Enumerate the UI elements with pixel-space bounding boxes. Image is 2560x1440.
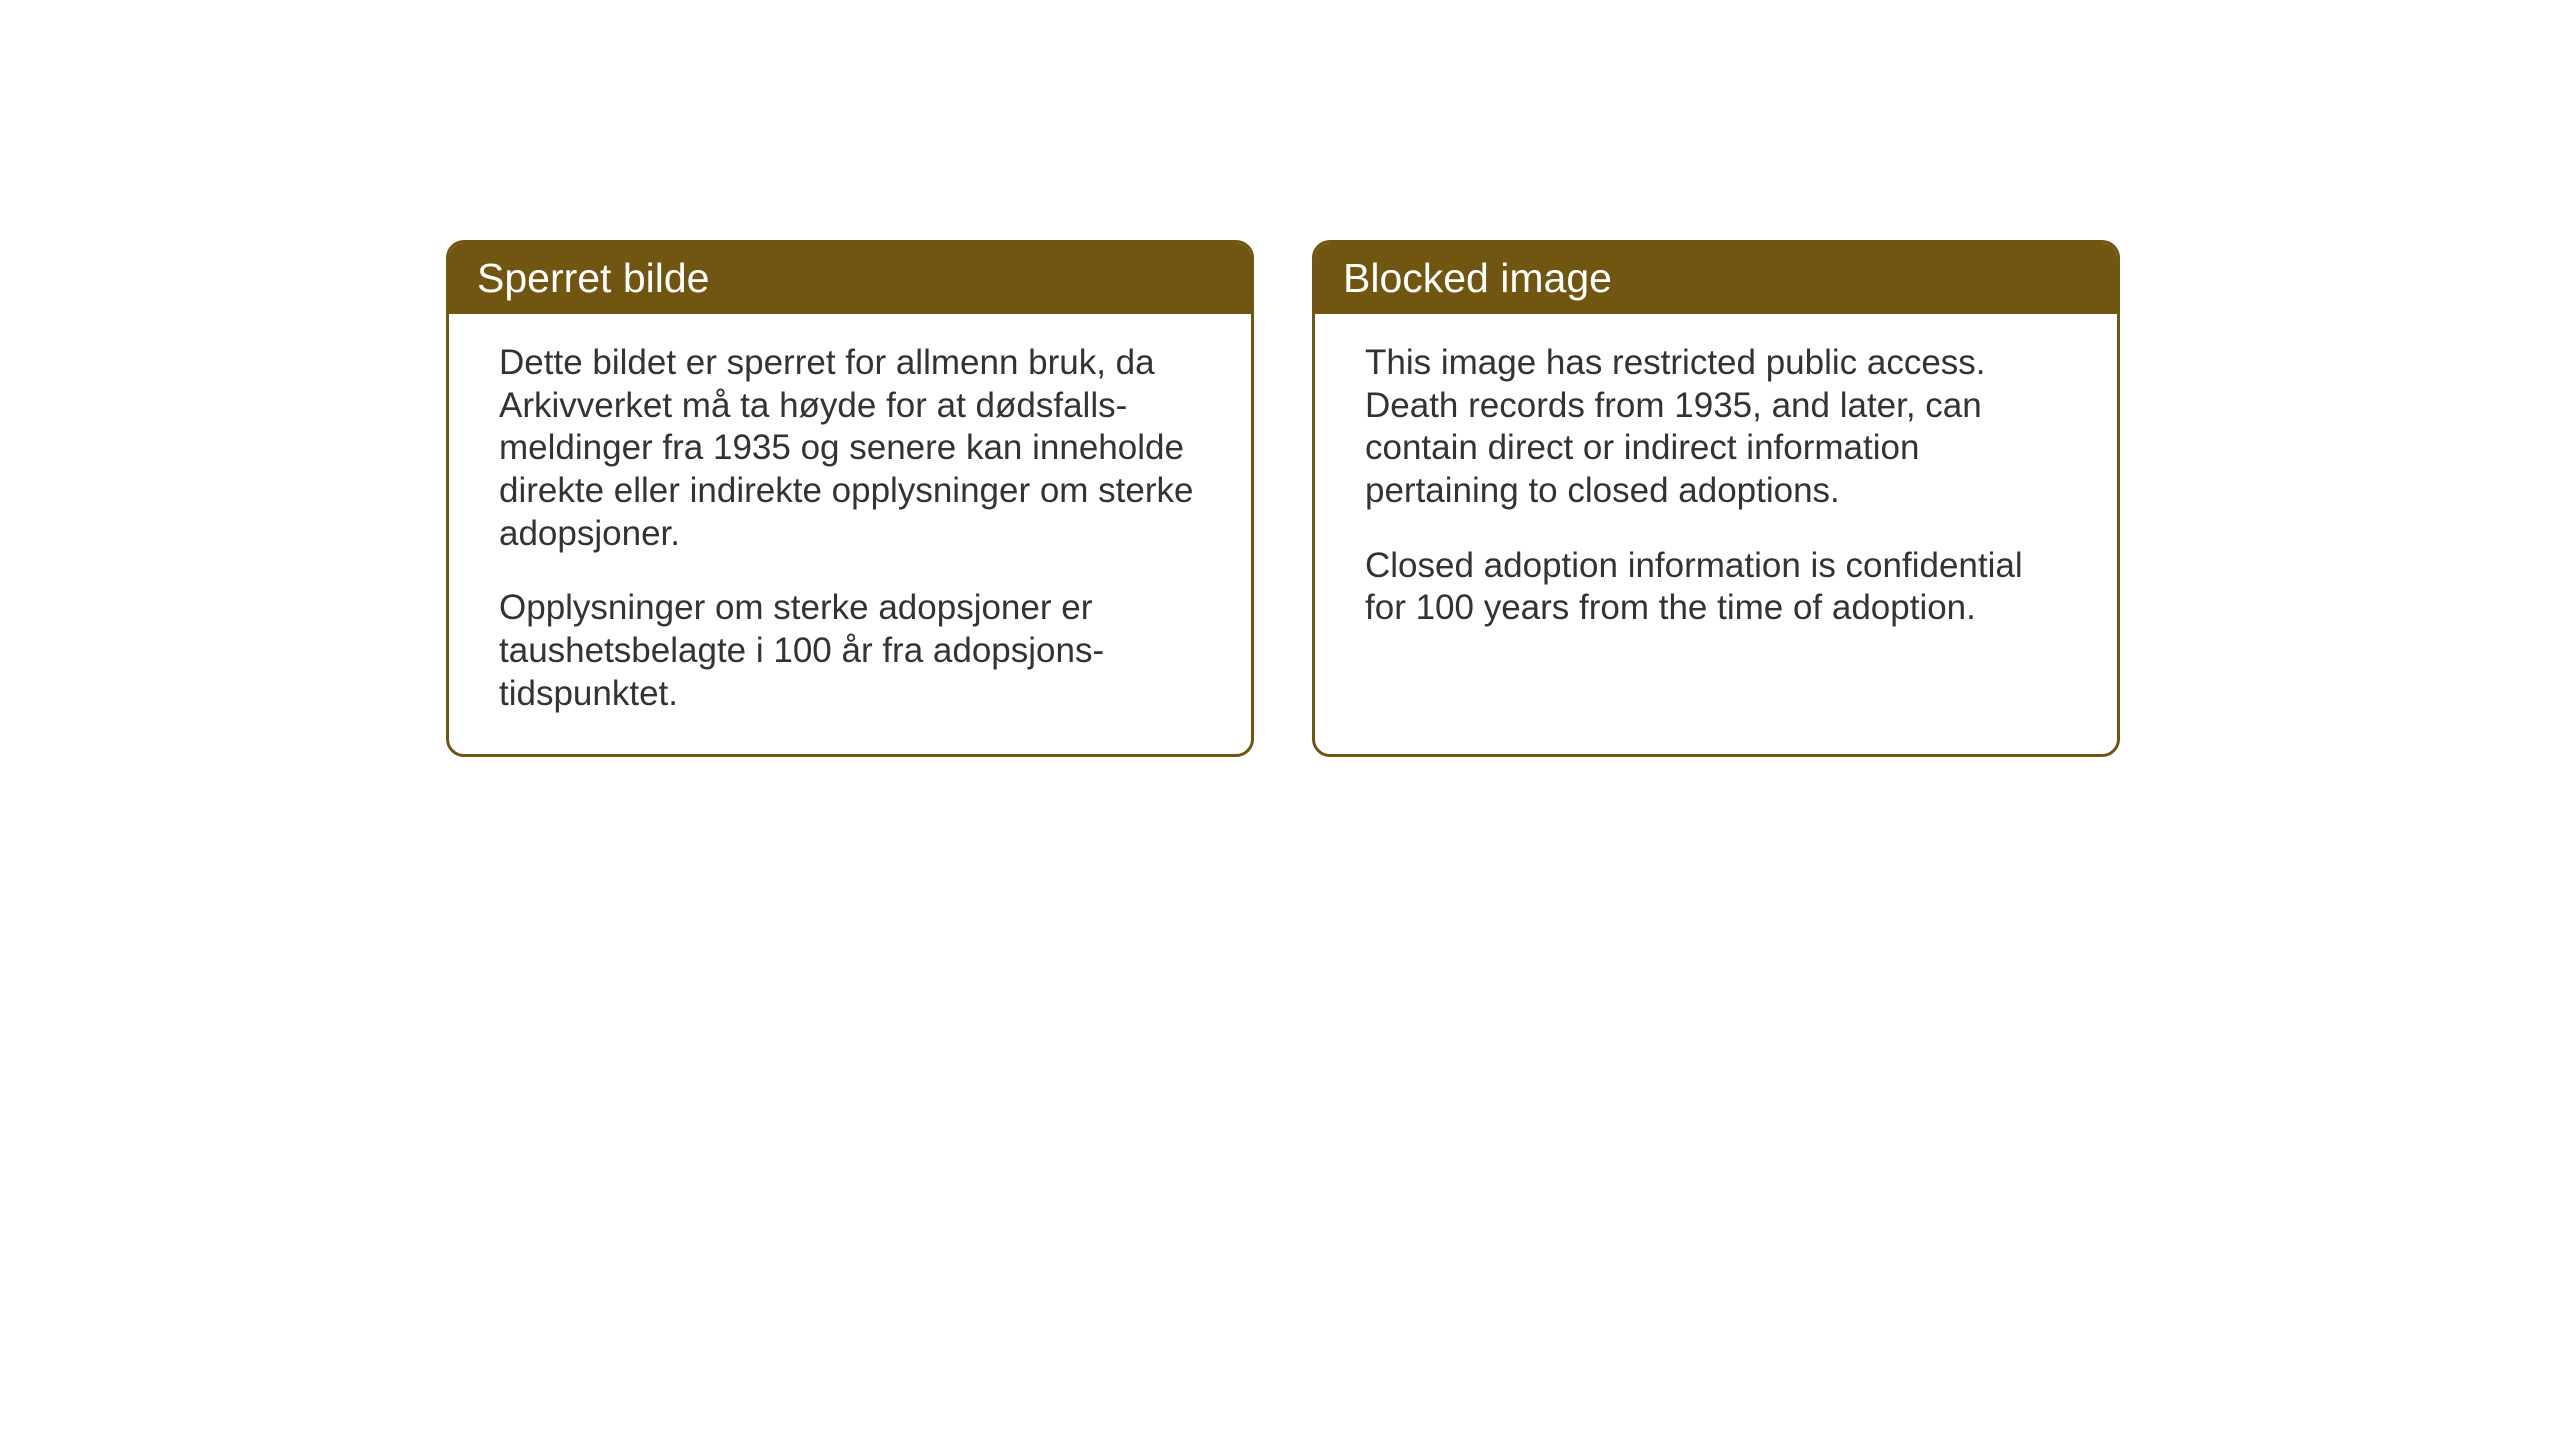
notice-card-english: Blocked image This image has restricted … — [1312, 240, 2120, 757]
card-paragraph-1-english: This image has restricted public access.… — [1365, 342, 2067, 513]
notice-cards-container: Sperret bilde Dette bildet er sperret fo… — [446, 240, 2120, 757]
card-header-english: Blocked image — [1315, 243, 2117, 314]
card-paragraph-2-english: Closed adoption information is confident… — [1365, 545, 2067, 630]
card-body-norwegian: Dette bildet er sperret for allmenn bruk… — [449, 314, 1251, 754]
card-body-english: This image has restricted public access.… — [1315, 314, 2117, 734]
notice-card-norwegian: Sperret bilde Dette bildet er sperret fo… — [446, 240, 1254, 757]
card-paragraph-1-norwegian: Dette bildet er sperret for allmenn bruk… — [499, 342, 1201, 555]
card-title-norwegian: Sperret bilde — [477, 255, 709, 301]
card-title-english: Blocked image — [1343, 255, 1612, 301]
card-header-norwegian: Sperret bilde — [449, 243, 1251, 314]
card-paragraph-2-norwegian: Opplysninger om sterke adopsjoner er tau… — [499, 587, 1201, 715]
